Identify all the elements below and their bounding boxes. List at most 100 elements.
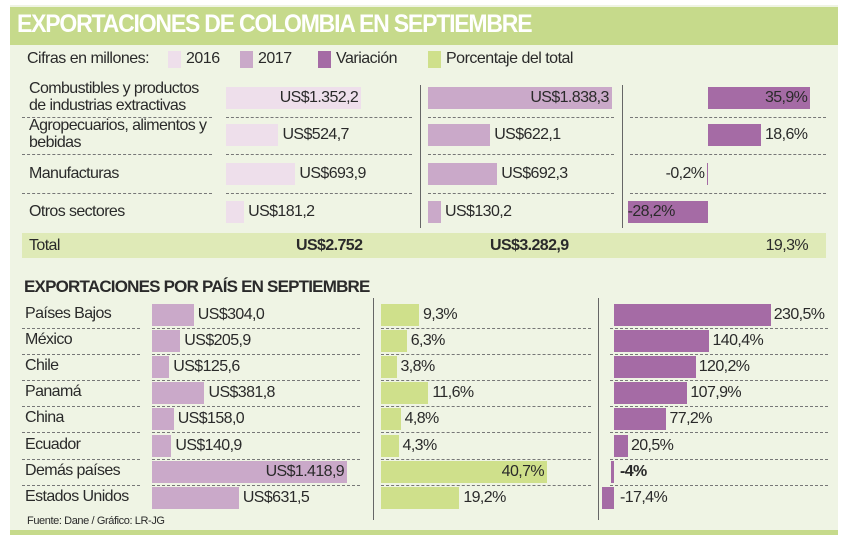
- legend-swatch-porcentaje: [428, 51, 441, 68]
- legend-label-2017: 2017: [258, 50, 292, 67]
- row-divider: [22, 354, 140, 356]
- bar-porcentaje: [381, 330, 407, 353]
- row-divider: [610, 406, 828, 408]
- row-divider: [226, 154, 412, 155]
- value-label-2017: US$158,0: [177, 410, 245, 428]
- value-label-porcentaje: 19,2%: [463, 488, 506, 506]
- value-label-2017: US$381,8: [208, 384, 275, 402]
- bar-2017: [428, 87, 612, 109]
- row-divider: [381, 380, 591, 382]
- row-divider: [22, 484, 140, 486]
- bar-2017: [428, 124, 491, 146]
- row-divider: [152, 354, 360, 356]
- bar-porcentaje: [381, 434, 399, 457]
- row-divider: [630, 193, 826, 194]
- bar-2016: [226, 163, 296, 185]
- bar-variacion: [614, 408, 667, 431]
- value-label-2016: US$693,9: [299, 165, 366, 182]
- column-separator: [622, 85, 623, 228]
- legend-prefix: Cifras en millones:: [27, 50, 150, 67]
- row-divider: [610, 354, 828, 356]
- value-label-2017: US$622,1: [494, 126, 561, 143]
- legend-swatch-2017: [240, 51, 253, 68]
- value-label-porcentaje: 6,3%: [410, 332, 446, 350]
- category-label: Agropecuarios, alimentos y bebidas: [29, 117, 207, 151]
- value-label-2016: US$1.352,2: [279, 89, 359, 106]
- row-divider: [152, 458, 360, 460]
- country-label: México: [25, 331, 73, 349]
- legend-label-porcentaje: Porcentaje del total: [446, 50, 573, 67]
- bar-2017: [152, 460, 348, 483]
- country-label: Ecuador: [25, 435, 81, 453]
- total-2016: US$2.752: [296, 237, 363, 254]
- country-label: China: [25, 409, 64, 427]
- row-divider: [381, 354, 591, 356]
- value-label-2017: US$304,0: [197, 306, 265, 323]
- country-label: Chile: [25, 357, 59, 375]
- source-note: Fuente: Dane / Gráfico: LR-JG: [27, 515, 165, 527]
- bar-porcentaje: [381, 382, 429, 405]
- bar-2017: [152, 382, 205, 405]
- row-divider: [610, 432, 828, 434]
- bar-2016: [226, 201, 245, 223]
- value-label-variacion: 107,9%: [690, 384, 742, 402]
- value-label-porcentaje: 9,3%: [422, 306, 458, 323]
- row-divider: [226, 117, 412, 118]
- value-label-variacion: 230,5%: [773, 306, 825, 323]
- row-divider: [610, 380, 828, 382]
- value-label-variacion: 120,2%: [698, 358, 750, 376]
- column-separator: [598, 298, 599, 520]
- column-separator: [420, 85, 421, 228]
- value-label-2017: US$692,3: [501, 165, 568, 182]
- country-label: Panamá: [25, 383, 82, 401]
- value-label-porcentaje: 40,7%: [501, 462, 545, 480]
- bar-variacion: [614, 434, 628, 457]
- total-variacion: 19,3%: [765, 237, 809, 254]
- bottom-rule: [10, 530, 838, 535]
- bar-2017: [152, 330, 181, 353]
- value-label-2017: US$125,6: [173, 358, 240, 376]
- row-divider: [226, 193, 412, 194]
- value-label-variacion: -0,2%: [665, 165, 705, 182]
- row-divider: [152, 328, 360, 329]
- column-separator: [373, 298, 374, 520]
- row-divider: [630, 154, 826, 155]
- value-label-2017: US$1.418,9: [265, 462, 345, 480]
- value-label-porcentaje: 4,3%: [402, 436, 438, 454]
- row-divider: [610, 328, 828, 329]
- legend-swatch-2016: [168, 51, 181, 68]
- bar-2017: [152, 408, 174, 431]
- row-divider: [152, 432, 360, 434]
- bar-variacion: [614, 304, 771, 326]
- value-label-variacion: 77,2%: [669, 410, 712, 428]
- bar-2017: [428, 163, 498, 185]
- bar-2017: [152, 356, 170, 379]
- bar-variacion: [611, 460, 614, 483]
- bar-variacion: [602, 486, 614, 509]
- bar-variacion: [708, 87, 811, 109]
- row-divider: [381, 406, 591, 408]
- row-divider: [22, 154, 212, 155]
- value-label-2017: US$631,5: [242, 488, 310, 506]
- row-divider: [152, 406, 360, 408]
- bar-2017: [428, 201, 442, 223]
- row-divider: [381, 328, 591, 329]
- row-divider: [381, 484, 591, 486]
- row-divider: [381, 458, 591, 460]
- category-label: Otros sectores: [29, 203, 125, 220]
- row-divider: [22, 406, 140, 408]
- row-divider: [152, 484, 360, 486]
- row-divider: [428, 154, 614, 155]
- value-label-2017: US$205,9: [184, 332, 251, 350]
- row-divider: [22, 432, 140, 434]
- category-label: Combustibles y productos de industrias e…: [29, 80, 199, 114]
- chart-title: EXPORTACIONES DE COLOMBIA EN SEPTIEMBRE: [17, 10, 533, 38]
- infographic-panel: [10, 5, 838, 535]
- bar-2017: [152, 304, 194, 326]
- legend-label-variacion: Variación: [336, 50, 398, 67]
- row-divider: [22, 458, 140, 460]
- bar-porcentaje: [381, 304, 419, 326]
- bar-porcentaje: [381, 486, 460, 509]
- row-divider: [610, 484, 828, 486]
- value-label-2016: US$181,2: [248, 203, 315, 220]
